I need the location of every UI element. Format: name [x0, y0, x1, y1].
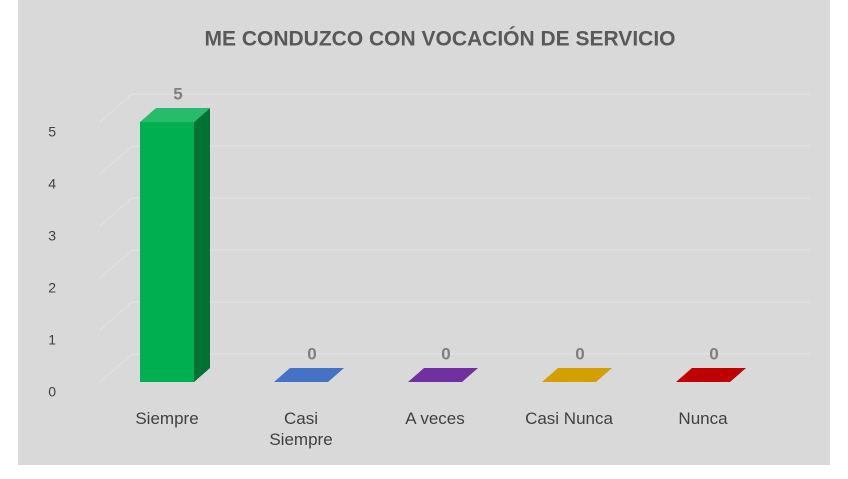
bar-top	[274, 368, 344, 382]
y-tick-label: 3	[48, 228, 56, 244]
grid-line	[99, 249, 810, 279]
x-tick-label: Siempre	[135, 409, 199, 428]
bar-top	[542, 368, 612, 382]
data-label: 0	[709, 344, 718, 363]
grid-line	[99, 93, 810, 123]
bar-front	[140, 122, 194, 382]
y-tick-label: 5	[48, 124, 56, 140]
x-tick-label: A veces	[405, 409, 465, 428]
bar	[140, 108, 210, 382]
x-tick-label: Casi Siempre	[269, 409, 333, 449]
data-label: 0	[307, 344, 316, 363]
bar	[676, 368, 746, 382]
bar-top	[676, 368, 746, 382]
bar-top	[408, 368, 478, 382]
bar	[408, 368, 478, 382]
x-tick-label: Casi Nunca	[525, 409, 613, 428]
data-label: 0	[441, 344, 450, 363]
y-tick-label: 1	[48, 332, 56, 348]
grid-line	[99, 197, 810, 227]
chart-title: ME CONDUZCO CON VOCACIÓN DE SERVICIO	[205, 27, 676, 51]
bar-top	[140, 108, 210, 122]
y-tick-label: 2	[48, 280, 56, 296]
bar-side	[194, 108, 210, 382]
bar	[542, 368, 612, 382]
grid-line	[99, 353, 810, 383]
grid-line	[99, 145, 810, 175]
y-tick-label: 4	[48, 176, 56, 192]
data-label: 5	[173, 84, 182, 103]
data-label: 0	[575, 344, 584, 363]
chart-background	[18, 0, 830, 465]
x-tick-label: Nunca	[678, 409, 728, 428]
bar	[274, 368, 344, 382]
y-tick-label: 0	[48, 384, 56, 400]
grid-line	[99, 301, 810, 331]
